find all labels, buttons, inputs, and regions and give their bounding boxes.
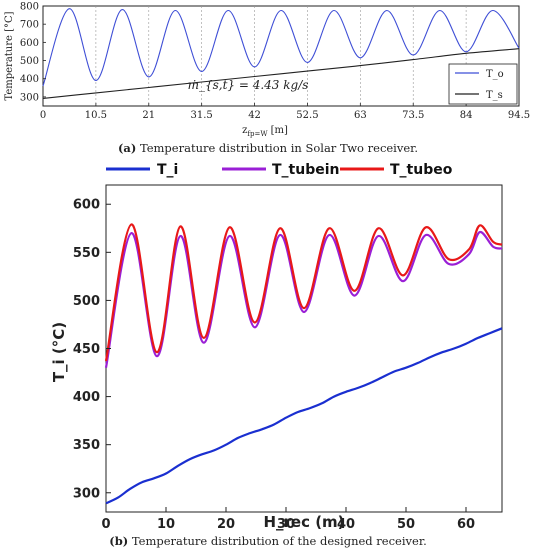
chart-a-xtick-label: 73.5	[402, 110, 424, 121]
chart-b-xlabel: H_rec (m)	[263, 513, 344, 531]
chart-a-series-line-to	[42, 8, 520, 87]
chart-a-ytick-label: 400	[20, 74, 39, 85]
chart-a-xtick-label: 21	[142, 110, 155, 121]
chart-a-legend: T_o T_s	[448, 63, 518, 105]
chart-a-caption: (a) Temperature distribution in Solar Tw…	[118, 141, 418, 155]
chart-b-xtick-label: 10	[157, 517, 175, 532]
chart-a-plot-frame	[42, 5, 520, 107]
chart-a-ytick-label: 800	[20, 2, 39, 13]
chart-b-ytick-label: 500	[73, 294, 100, 309]
chart-a-xlabel: zfp=W [m]	[242, 125, 288, 138]
chart-a-ytick-label: 300	[20, 92, 39, 103]
chart-a-ticks: 0 10.5 21 31.5 42 52.5 63 73.5 84 94.5 300 400 500 60…	[20, 2, 530, 122]
chart-a-legend-label-ts: T_s	[486, 90, 503, 101]
chart-a-xtick-label: 10.5	[85, 110, 107, 121]
chart-b-caption: (b) Temperature distribution of the desi…	[109, 534, 426, 548]
chart-b-plot-frame	[105, 184, 503, 513]
chart-b-xtick-label: 50	[397, 517, 415, 532]
chart-b-ytick-label: 550	[73, 246, 100, 261]
chart-b: 0 10 20 30 40 50 60 300 350 400 450 500 550 600 T_i T…	[50, 162, 503, 548]
chart-b-ylabel: T_i (°C)	[50, 322, 68, 382]
chart-a-annotation: ṁ_{s,t} = 4.43 kg/s	[188, 78, 309, 92]
chart-a-xtick-label: 94.5	[508, 110, 530, 121]
chart-a-ytick-label: 700	[20, 20, 39, 31]
chart-b-ytick-label: 300	[73, 486, 100, 501]
chart-b-ytick-label: 350	[73, 438, 100, 453]
chart-a-ytick-label: 600	[20, 38, 39, 49]
chart-a-ylabel: Temperature [°C]	[4, 11, 15, 100]
chart-b-legend-label-ti: T_i	[157, 162, 178, 178]
chart-a-xtick-label: 31.5	[191, 110, 213, 121]
chart-b-series	[104, 223, 503, 505]
chart-b-ticks: 0 10 20 30 40 50 60 300 350 400 450 500 550 600	[73, 198, 475, 532]
chart-a: 0 10.5 21 31.5 42 52.5 63 73.5 84 94.5 300 400 500 60…	[4, 2, 530, 156]
chart-b-ytick-label: 600	[73, 198, 100, 213]
chart-a-ytick-label: 500	[20, 56, 39, 67]
chart-b-xtick-label: 0	[101, 517, 110, 532]
chart-a-series-line-ts	[42, 48, 520, 99]
chart-b-ytick-label: 400	[73, 390, 100, 405]
chart-b-xtick-label: 30	[277, 517, 295, 532]
chart-b-legend-label-tubein: T_tubein	[272, 162, 340, 178]
chart-a-grid	[95, 6, 467, 106]
chart-b-legend: T_i T_tubein T_tubeo	[106, 162, 453, 178]
chart-a-series	[42, 8, 520, 99]
chart-a-xtick-label: 42	[248, 110, 261, 121]
chart-b-legend-label-tubeo: T_tubeo	[390, 162, 453, 178]
chart-a-xtick-label: 84	[460, 110, 473, 121]
chart-b-ytick-label: 450	[73, 342, 100, 357]
chart-a-legend-box	[448, 63, 518, 105]
chart-b-xtick-label: 60	[457, 517, 475, 532]
chart-a-xtick-label: 63	[354, 110, 367, 121]
chart-a-xtick-label: 0	[40, 110, 46, 121]
chart-a-xtick-label: 52.5	[296, 110, 318, 121]
chart-b-xtick-label: 20	[217, 517, 235, 532]
chart-b-series-line-ti	[105, 327, 503, 505]
chart-a-legend-label-to: T_o	[486, 69, 504, 80]
chart-b-xtick-label: 40	[337, 517, 355, 532]
chart-b-series-line-tubeo	[104, 223, 503, 362]
